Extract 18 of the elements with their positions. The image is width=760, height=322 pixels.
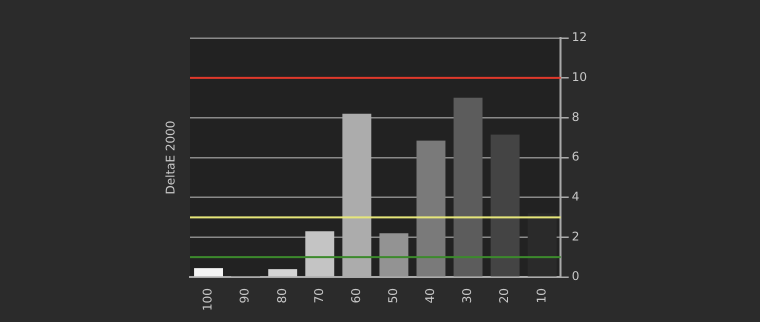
x-tick-label: 30 [460, 288, 474, 304]
x-tick-label: 20 [497, 288, 512, 304]
y-tick-label: 12 [572, 30, 588, 44]
y-tick-label: 8 [572, 110, 580, 124]
y-tick-label: 2 [572, 229, 580, 244]
y-tick-label: 0 [572, 269, 580, 284]
x-tick-label: 80 [274, 288, 289, 304]
x-tick-label: 10 [534, 288, 548, 304]
x-tick-label: 90 [238, 288, 252, 304]
y-tick-label: 6 [572, 150, 580, 164]
y-tick-label: 4 [572, 190, 580, 204]
x-tick-label: 60 [348, 288, 363, 304]
x-tick-label: 40 [423, 288, 438, 304]
y-axis-title: DeltaE 2000 [163, 120, 178, 195]
x-tick-label: 50 [386, 288, 400, 304]
x-tick-label: 100 [200, 288, 215, 311]
y-tick-label: 10 [572, 70, 588, 84]
x-tick-label: 70 [312, 288, 326, 304]
